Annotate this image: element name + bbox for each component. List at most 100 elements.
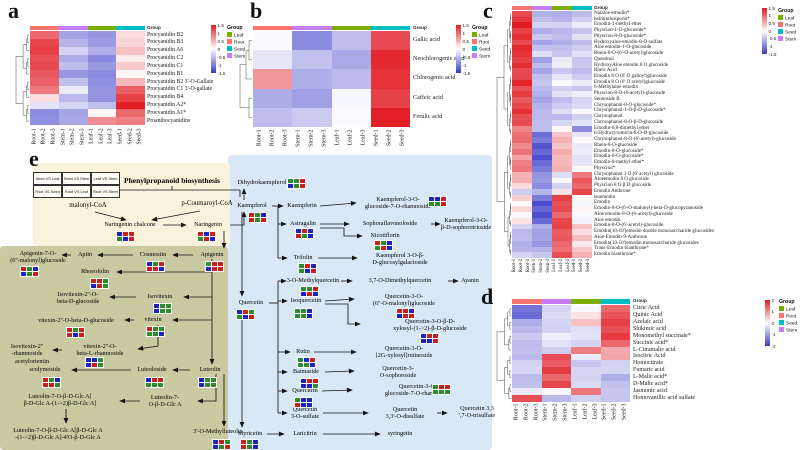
heatmap-cell-d xyxy=(512,381,523,389)
heatmap-cell-c xyxy=(585,74,593,81)
heatmap-cell-c xyxy=(538,137,546,144)
heatmap-cell-c xyxy=(518,125,526,133)
heatmap-cell-c xyxy=(525,68,533,75)
heatmap-cell-c xyxy=(565,102,573,110)
heatmap-row-label-c: Hydroxyaloe-emodin-8-O-sulfate xyxy=(594,38,663,45)
heatmap-col-label-c: Seed-2 xyxy=(579,258,585,273)
heatmap-cell-d xyxy=(551,374,562,382)
heatmap-cell-c xyxy=(565,28,573,35)
heatmap-cell-d xyxy=(580,388,592,396)
legend-tick-b: -1.5 xyxy=(462,70,471,76)
heatmap-cell-a xyxy=(68,62,79,71)
heatmap-cell-a xyxy=(87,38,98,48)
heatmap-cell-a xyxy=(106,38,117,48)
pathway-region-flavonol xyxy=(228,155,492,450)
heatmap-col-label-d: Seed-1 xyxy=(601,403,608,420)
heatmap-cell-c xyxy=(525,240,533,247)
heatmap-cell-c xyxy=(558,102,566,110)
fold-change-cell xyxy=(381,241,386,245)
heatmap-cell-d xyxy=(531,339,542,347)
heatmap-cell-c xyxy=(558,171,566,178)
heatmap-cell-c xyxy=(512,28,520,35)
heatmap-cell-b xyxy=(331,88,345,109)
heatmap-cell-c xyxy=(558,16,566,23)
heatmap-cell-b xyxy=(396,88,411,109)
heatmap-cell-c xyxy=(552,212,560,219)
heatmap-cell-d xyxy=(521,374,533,382)
heatmap-cell-c xyxy=(565,246,573,253)
heatmap-cell-c xyxy=(578,56,586,64)
heatmap-row-label-d: Fumaric acid xyxy=(633,367,665,374)
fold-change-cell xyxy=(27,267,32,271)
heatmap-cell-d xyxy=(531,367,542,375)
heatmap-row-label-c: Nataloe-emodin* xyxy=(594,9,630,16)
fold-change-cell xyxy=(301,287,306,291)
fold-change-cell xyxy=(152,378,157,382)
pathway-node: Quercetin 3,3 ',7-O-trisulfate xyxy=(458,404,496,419)
fold-change-cell xyxy=(204,237,209,241)
heatmap-cell-c xyxy=(545,166,553,173)
pathway-node: vitexin-2''-O-beta-L-rhamnoside xyxy=(76,342,124,357)
heatmap-cell-c xyxy=(572,246,580,253)
heatmap-cell-c xyxy=(578,200,586,207)
heatmap-cell-d xyxy=(620,325,631,334)
heatmap-cell-c xyxy=(545,194,553,201)
heatmap-cell-b xyxy=(357,88,372,109)
heatmap-cell-c xyxy=(538,160,546,167)
heatmap-col-label-a: Stem-3 xyxy=(79,127,86,145)
fold-change-grid xyxy=(240,439,259,450)
heatmap-cell-c xyxy=(572,235,580,242)
heatmap-cell-d xyxy=(620,395,631,403)
heatmap-cell-c xyxy=(572,79,580,87)
heatmap-row-label-c: Chrysophanol-8-O-glucoside* xyxy=(594,101,656,108)
heatmap-cell-c xyxy=(552,56,560,64)
fold-change-cell xyxy=(441,202,446,206)
heatmap-cell-a xyxy=(77,31,88,40)
heatmap-cell-c xyxy=(578,97,586,104)
heatmap-cell-c xyxy=(512,200,520,207)
heatmap-cell-c xyxy=(552,189,560,196)
heatmap-cell-c xyxy=(578,39,586,46)
heatmap-cell-a xyxy=(116,70,127,79)
heatmap-cell-c xyxy=(572,97,580,104)
fold-change-cell xyxy=(199,378,204,382)
heatmap-cell-c xyxy=(565,212,573,219)
heatmap-cell-d xyxy=(512,374,523,382)
fold-change-cell xyxy=(421,339,426,343)
heatmap-cell-a xyxy=(58,85,69,95)
fold-change-cell xyxy=(311,269,316,273)
heatmap-col-label-c: Seed-1 xyxy=(572,258,578,273)
heatmap-cell-c xyxy=(538,68,546,75)
heatmap-cell-c xyxy=(545,91,553,98)
heatmap-cell-c xyxy=(512,246,520,253)
pathway-node: Isovitexin-2''-O-beta-D-glucoside xyxy=(56,290,100,305)
heatmap-cell-c xyxy=(565,131,573,138)
heatmap-cell-d xyxy=(561,367,572,375)
heatmap-cell-c xyxy=(518,85,526,92)
heatmap-cell-c xyxy=(565,235,573,242)
heatmap-cell-c xyxy=(532,189,540,196)
heatmap-cell-d xyxy=(521,325,533,334)
heatmap-row-label-c: Emodin(10-10')emodin double monosacchari… xyxy=(594,228,714,235)
column-annotation-leaf-c xyxy=(552,6,573,10)
heatmap-cell-a xyxy=(30,38,40,48)
heatmap-cell-d xyxy=(531,360,542,368)
heatmap-cell-d xyxy=(531,332,542,341)
heatmap-cell-d xyxy=(610,360,621,368)
heatmap-row-label-c: Aloe-Emodin-9-Anthrone xyxy=(594,233,647,240)
pathway-arrow xyxy=(325,303,361,327)
fold-change-cell xyxy=(301,403,306,407)
heatmap-row-label-c: Emodin 8 O (6' O acetyl)glucoside xyxy=(594,78,665,85)
heatmap-cell-a xyxy=(87,78,98,87)
heatmap-cell-c xyxy=(512,108,520,115)
heatmap-cell-a xyxy=(58,93,69,102)
fold-change-cell xyxy=(288,179,293,183)
heatmap-row-label-a: Procyanidin C1 xyxy=(147,62,184,69)
heatmap-cell-a xyxy=(97,38,108,48)
heatmap-cell-c xyxy=(525,246,533,253)
heatmap-cell-c xyxy=(585,125,593,133)
heatmap-cell-c xyxy=(565,56,573,64)
heatmap-col-label-b: Root-1 xyxy=(256,129,263,146)
heatmap-row-label-c: Physcion-8-O-glucoside* xyxy=(594,32,647,39)
heatmap-cell-c xyxy=(552,137,560,144)
